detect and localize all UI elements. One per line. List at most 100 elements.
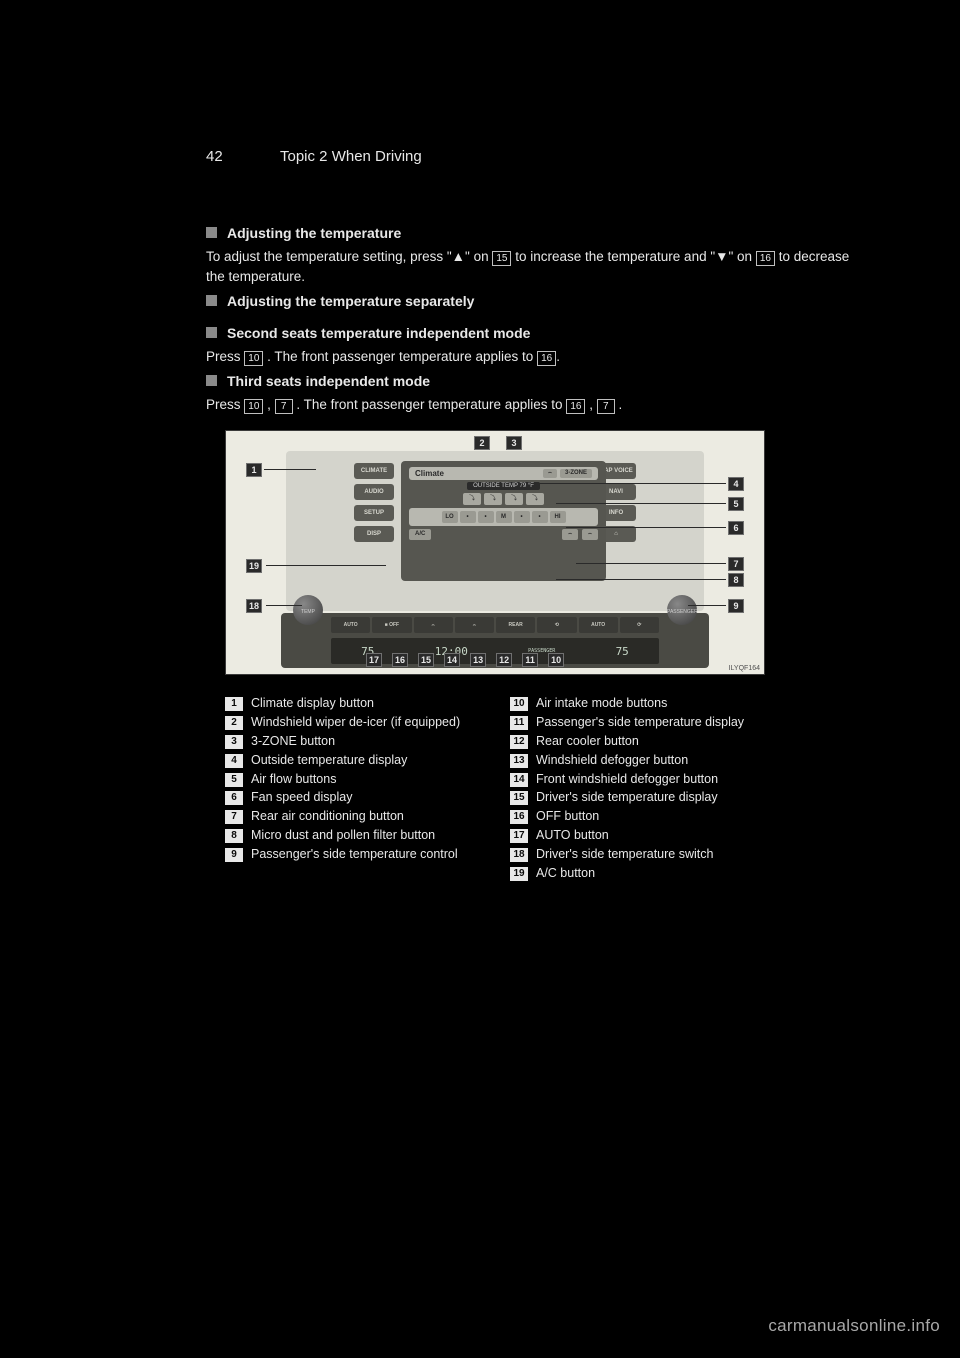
callout-9: 9 xyxy=(728,599,744,613)
legend-num: 10 xyxy=(510,697,528,711)
page-number-top: 42 xyxy=(206,148,223,165)
legend-text: Fan speed display xyxy=(251,789,480,806)
legend-row: 2Windshield wiper de-icer (if equipped) xyxy=(225,714,480,731)
climate-control-diagram: CLIMATE AUDIO SETUP DISP MAP VOICE NAVI … xyxy=(225,430,765,675)
ref-num: 10 xyxy=(244,351,263,366)
legend-text: A/C button xyxy=(536,865,765,882)
callout-18: 18 xyxy=(246,599,262,613)
bottom-callout-row: 17 16 15 14 13 12 11 10 xyxy=(366,653,564,667)
legend-text: OFF button xyxy=(536,808,765,825)
disp-btn: DISP xyxy=(354,526,394,542)
legend-num: 5 xyxy=(225,773,243,787)
fan-btn: • xyxy=(460,511,476,523)
button-strip: AUTO ■ OFF ⌢ ⌢ REAR ⟲ AUTO ⟳ xyxy=(331,617,659,633)
leader-line xyxy=(556,503,726,504)
legend-row: 17AUTO button xyxy=(510,827,765,844)
bullet-icon xyxy=(206,295,217,306)
setup-btn: SETUP xyxy=(354,505,394,521)
ref-num: 7 xyxy=(275,399,293,414)
fan-btn: • xyxy=(514,511,530,523)
legend-num: 9 xyxy=(225,848,243,862)
leader-line xyxy=(531,483,726,484)
screen-bottom-row: A/C ⌢ ⌢ xyxy=(409,529,598,540)
callout-19: 19 xyxy=(246,559,262,573)
section-adjust-separately: Adjusting the temperature separately xyxy=(206,293,870,311)
rear-chip: ⌢ xyxy=(582,529,598,540)
legend-row: 13 Windshield defogger button xyxy=(510,752,765,769)
fan-btn: • xyxy=(478,511,494,523)
leader-line xyxy=(266,565,386,566)
callout-15: 15 xyxy=(418,653,434,667)
section-adjust-temp: Adjusting the temperature To adjust the … xyxy=(206,225,870,286)
callout-16: 16 xyxy=(392,653,408,667)
strip-btn: ⌢ xyxy=(455,617,494,633)
callout-4: 4 xyxy=(728,477,744,491)
fan-btn: HI xyxy=(550,511,566,523)
section-title: Second seats temperature independent mod… xyxy=(227,325,530,341)
leader-line xyxy=(266,605,302,606)
callout-10: 10 xyxy=(548,653,564,667)
zone-chip: 3-ZONE xyxy=(560,469,592,478)
legend-num: 6 xyxy=(225,791,243,805)
running-head: Topic 2 When Driving xyxy=(280,148,422,165)
screen-header: Climate ⌢ 3-ZONE xyxy=(409,467,598,480)
legend-row: 14 Front windshield defogger button xyxy=(510,771,765,788)
legend-text: Rear air conditioning button xyxy=(251,808,480,825)
bullet-icon xyxy=(206,227,217,238)
legend-text: Windshield defogger button xyxy=(536,752,765,769)
legend-text: Passenger's side temperature control xyxy=(251,846,480,863)
strip-btn: ⌢ xyxy=(414,617,453,633)
legend: 1 Climate display button 2Windshield wiper… xyxy=(225,695,765,884)
lcd-temp-right: 75 xyxy=(616,645,629,658)
image-code: ILYQF164 xyxy=(729,665,760,672)
legend-row: 8Micro dust and pollen filter button xyxy=(225,827,480,844)
callout-1: 1 xyxy=(246,463,262,477)
legend-row: 9 Passenger's side temperature control xyxy=(225,846,480,863)
legend-text: Driver's side temperature display xyxy=(536,789,765,806)
legend-text: 3-ZONE button xyxy=(251,733,480,750)
legend-row: 16OFF button xyxy=(510,808,765,825)
callout-12: 12 xyxy=(496,653,512,667)
fan-speed-row: LO • • M • • HI xyxy=(409,508,598,526)
legend-row: 18Driver's side temperature switch xyxy=(510,846,765,863)
leader-line xyxy=(264,469,316,470)
legend-num: 13 xyxy=(510,754,528,768)
legend-num: 14 xyxy=(510,773,528,787)
bullet-icon xyxy=(206,375,217,386)
ref-num: 7 xyxy=(597,399,615,414)
legend-num: 19 xyxy=(510,867,528,881)
strip-btn: AUTO xyxy=(579,617,618,633)
screen-title-text: Climate xyxy=(415,469,444,478)
ref-num: 16 xyxy=(537,351,556,366)
legend-row: 5Air flow buttons xyxy=(225,771,480,788)
legend-row: 19 A/C button xyxy=(510,865,765,882)
leader-line xyxy=(566,527,726,528)
legend-num: 7 xyxy=(225,810,243,824)
section-title: Adjusting the temperature xyxy=(227,225,401,241)
callout-6: 6 xyxy=(728,521,744,535)
ref-num: 16 xyxy=(566,399,585,414)
legend-row: 12Rear cooler button xyxy=(510,733,765,750)
section-second-seats: Second seats temperature independent mod… xyxy=(206,325,870,367)
legend-num: 1 xyxy=(225,697,243,711)
section-third-seats: Third seats independent mode Press 10 , … xyxy=(206,373,870,415)
left-button-column: CLIMATE AUDIO SETUP DISP xyxy=(354,463,394,542)
callout-17: 17 xyxy=(366,653,382,667)
dashboard-bezel: CLIMATE AUDIO SETUP DISP MAP VOICE NAVI … xyxy=(286,451,704,611)
legend-text: Front windshield defogger button xyxy=(536,771,765,788)
legend-text: Micro dust and pollen filter button xyxy=(251,827,480,844)
fan-btn: • xyxy=(532,511,548,523)
legend-row: 1 Climate display button xyxy=(225,695,480,712)
leader-line xyxy=(688,605,726,606)
passenger-label: PASSENGER xyxy=(667,609,697,615)
legend-text: Climate display button xyxy=(251,695,480,712)
section-title: Adjusting the temperature separately xyxy=(227,293,474,309)
bullet-icon xyxy=(206,327,217,338)
strip-btn: ■ OFF xyxy=(372,617,411,633)
section-title: Third seats independent mode xyxy=(227,373,430,389)
legend-row: 15 Driver's side temperature display xyxy=(510,789,765,806)
mode-btn: ⤵ xyxy=(484,493,502,505)
deicer-chip: ⌢ xyxy=(543,469,557,478)
legend-num: 15 xyxy=(510,791,528,805)
callout-13: 13 xyxy=(470,653,486,667)
